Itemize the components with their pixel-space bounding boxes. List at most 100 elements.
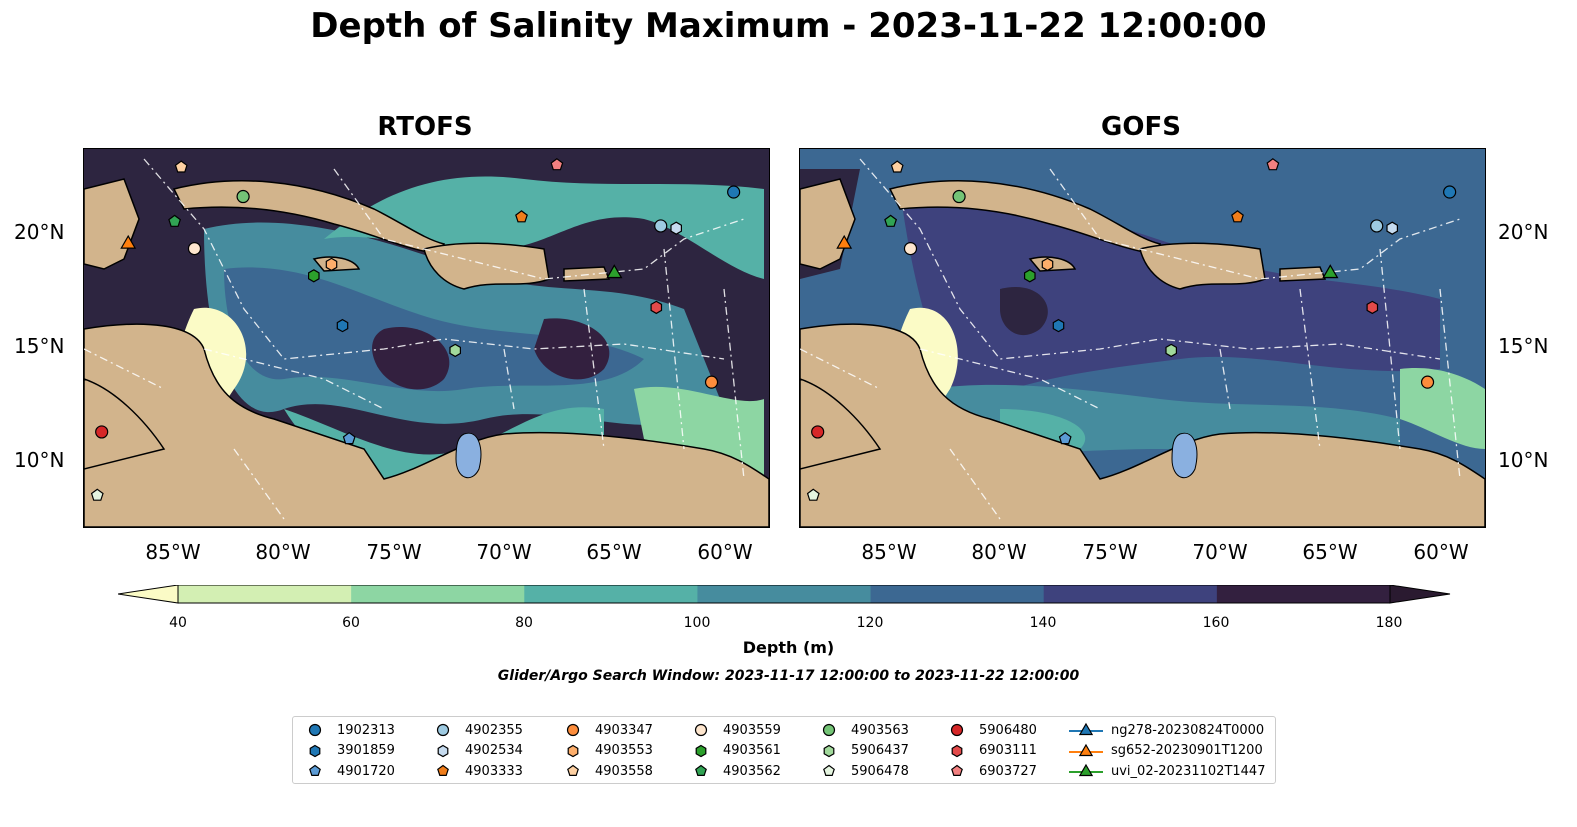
legend-label: 4903562 [723, 763, 781, 779]
panel-title-gofs: GOFS [1101, 112, 1181, 142]
lat-tick-left-10: 10°N [14, 448, 65, 472]
rtofs-map[interactable] [83, 148, 770, 528]
marker-5906480 [811, 425, 825, 439]
colorbar-segment [697, 585, 872, 603]
colorbar-extend-high [1389, 585, 1451, 604]
marker-4903347 [704, 375, 719, 389]
legend-label: 1902313 [337, 722, 395, 738]
legend-item: 4902355 [435, 720, 523, 740]
colorbar-segment [870, 585, 1045, 603]
marker-5906437 [449, 343, 461, 358]
legend-label: 4903333 [465, 763, 523, 779]
legend-item: 4903333 [435, 761, 523, 781]
marker-5906478 [806, 488, 820, 501]
marker-6903727 [550, 158, 564, 171]
colorbar-segment [524, 585, 698, 603]
legend-item: ng278-20230824T0000 [1069, 720, 1264, 740]
colorbar-tick-60: 60 [342, 615, 360, 631]
marker-4903559 [903, 241, 918, 256]
rtofs-markers [90, 158, 741, 501]
lon-tick-right-70: 70°W [1192, 540, 1248, 564]
colorbar [118, 585, 1451, 604]
gofs-map-canvas [800, 149, 1485, 527]
legend: 1902313 3901859 4901720 4902355 4902534 49033… [292, 716, 1276, 784]
legend-marker-icon [1069, 763, 1103, 777]
marker-sg652-20230901T1200 [836, 234, 853, 249]
legend-marker-icon [823, 744, 835, 757]
marker-uvi_02-20231102T1447 [606, 264, 623, 279]
lon-tick-left-65: 65°W [586, 540, 642, 564]
marker-4903333 [515, 210, 528, 223]
marker-sg652-20230901T1200 [120, 234, 137, 249]
legend-marker-icon [567, 764, 579, 776]
panel-title-rtofs: RTOFS [377, 112, 473, 142]
marker-4903563 [952, 189, 966, 204]
search-window-caption: Glider/Argo Search Window: 2023-11-17 12… [497, 668, 1080, 684]
marker-4903561 [308, 269, 320, 283]
colorbar-label: Depth (m) [742, 638, 835, 657]
colorbar-segment [1216, 585, 1391, 603]
lat-tick-right-20: 20°N [1498, 220, 1549, 244]
legend-label: 4903559 [723, 722, 781, 738]
legend-label: 5906478 [851, 763, 909, 779]
gofs-map[interactable] [799, 148, 1486, 528]
marker-4902355 [654, 219, 668, 233]
lon-tick-left-85: 85°W [145, 540, 201, 564]
legend-label: 4903561 [723, 743, 781, 758]
legend-label: 4903553 [595, 743, 653, 758]
marker-4903558 [174, 160, 188, 173]
legend-marker-icon [950, 723, 964, 737]
colorbar-tick-80: 80 [515, 615, 533, 631]
legend-marker-icon [695, 744, 707, 757]
lon-tick-left-80: 80°W [255, 540, 311, 564]
colorbar-tick-140: 140 [1029, 615, 1057, 631]
marker-6903727 [1266, 158, 1280, 171]
marker-4903561 [1024, 269, 1036, 283]
colorbar-segment [1043, 585, 1218, 603]
legend-marker-icon [309, 744, 321, 757]
gofs-markers [806, 158, 1457, 501]
marker-5906480 [95, 425, 109, 439]
legend-marker-icon [436, 723, 450, 737]
legend-label: 6903111 [979, 743, 1037, 758]
legend-item: 4903562 [693, 761, 781, 781]
marker-6903111 [650, 300, 663, 315]
legend-marker-icon [951, 764, 963, 776]
legend-item: 6903111 [949, 741, 1037, 761]
lat-tick-left-15: 15°N [14, 334, 65, 358]
marker-4903553 [1041, 257, 1054, 272]
marker-5906437 [1165, 343, 1177, 358]
marker-5906478 [90, 488, 104, 501]
marker-3901859 [336, 318, 349, 333]
legend-label: 3901859 [337, 743, 395, 758]
lat-tick-right-10: 10°N [1498, 448, 1549, 472]
legend-item: sg652-20230901T1200 [1069, 741, 1263, 761]
legend-label: 4903558 [595, 763, 653, 779]
gofs-eez-boundaries [800, 158, 1461, 520]
legend-item: 1902313 [307, 720, 395, 740]
marker-4903563 [236, 189, 250, 204]
marker-4903553 [325, 257, 338, 272]
legend-item: 4903559 [693, 720, 781, 740]
legend-marker-icon [695, 764, 707, 776]
lon-tick-right-75: 75°W [1082, 540, 1138, 564]
marker-4901720 [1058, 431, 1072, 445]
marker-1902313 [1443, 185, 1457, 199]
legend-marker-icon [566, 723, 580, 737]
legend-item: uvi_02-20231102T1447 [1069, 761, 1265, 781]
legend-item: 4903563 [821, 720, 909, 740]
rtofs-lake-maracaibo [455, 432, 482, 479]
legend-marker-icon [437, 744, 449, 757]
legend-marker-icon [823, 764, 835, 776]
lon-tick-right-60: 60°W [1413, 540, 1469, 564]
legend-marker-icon [567, 744, 579, 757]
lon-tick-left-75: 75°W [366, 540, 422, 564]
marker-6903111 [1366, 300, 1379, 315]
legend-item: 4903561 [693, 741, 781, 761]
legend-item: 4903558 [565, 761, 653, 781]
legend-label: 6903727 [979, 763, 1037, 779]
gofs-lake-maracaibo [1171, 432, 1198, 479]
legend-marker-icon [694, 723, 708, 737]
colorbar-tick-120: 120 [856, 615, 884, 631]
marker-1902313 [727, 185, 741, 199]
